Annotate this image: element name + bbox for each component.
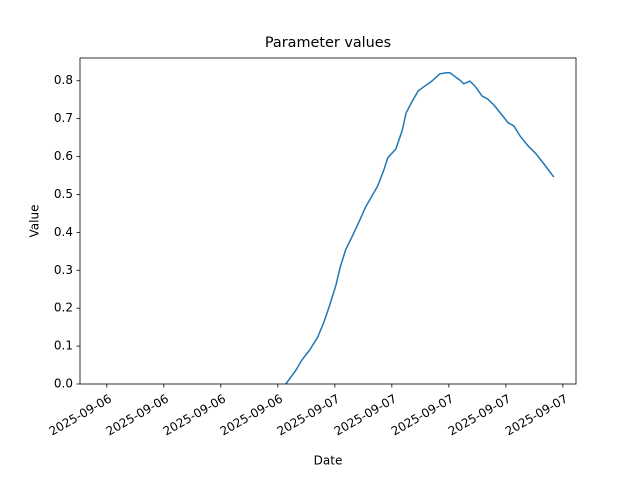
chart-title: Parameter values	[265, 35, 391, 51]
y-tick-label: 0.4	[54, 225, 73, 239]
y-tick-label: 0.5	[54, 187, 73, 201]
y-tick-label: 0.3	[54, 263, 73, 277]
y-tick-label: 0.0	[54, 377, 73, 391]
data-line	[285, 72, 555, 384]
x-axis-label: Date	[314, 454, 343, 468]
y-tick-label: 0.7	[54, 111, 73, 125]
y-tick-label: 0.8	[54, 73, 73, 87]
y-tick-label: 0.6	[54, 149, 73, 163]
y-tick-label: 0.2	[54, 301, 73, 315]
y-tick-label: 0.1	[54, 339, 73, 353]
y-axis-label: Value	[28, 205, 42, 238]
plot-frame	[79, 57, 577, 385]
